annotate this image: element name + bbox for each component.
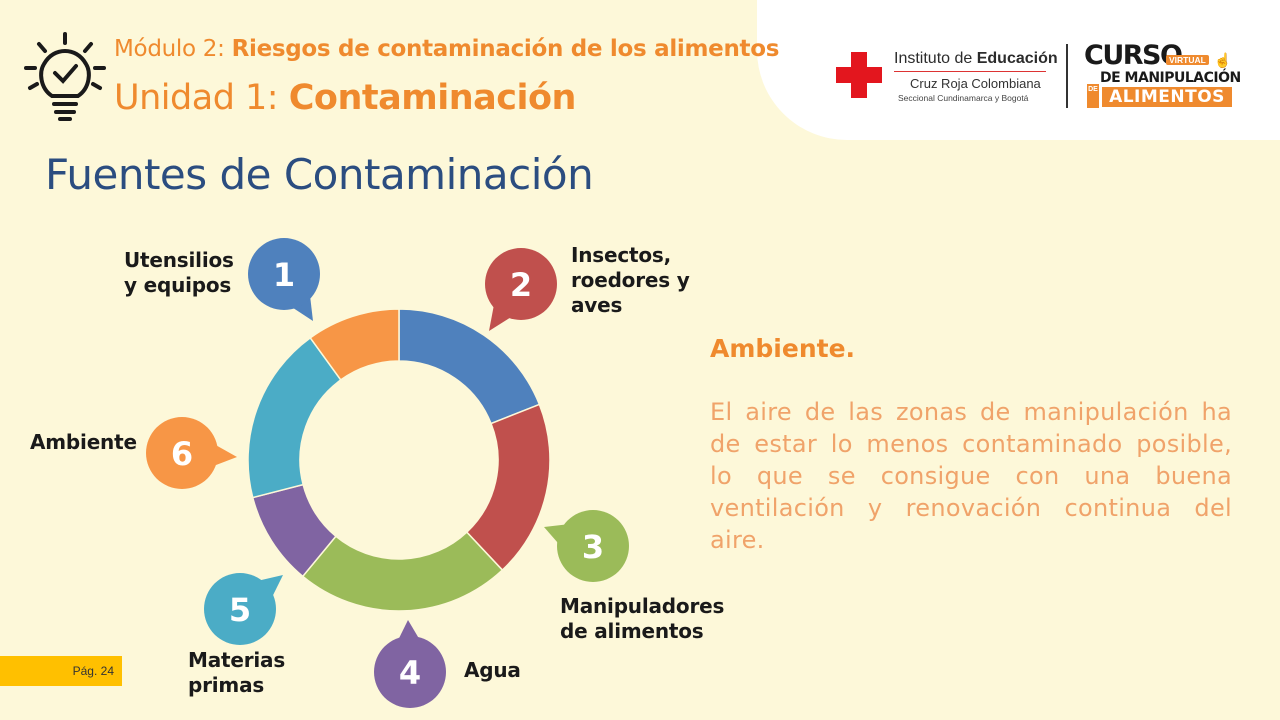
bubble-circle — [485, 248, 557, 320]
bubble-number: 3 — [582, 528, 604, 566]
module-heading: Módulo 2: Riesgos de contaminación de lo… — [114, 36, 780, 62]
number-bubble-1: 1 — [248, 238, 320, 321]
number-bubble-2: 2 — [485, 248, 557, 331]
bubble-pointer — [544, 524, 567, 545]
bubble-pointer — [398, 620, 420, 641]
number-bubble-3: 3 — [544, 510, 629, 582]
number-bubble-4: 4 — [374, 620, 446, 708]
institute-section: Seccional Cundinamarca y Bogotá — [898, 93, 1029, 103]
bubble-number: 4 — [399, 654, 421, 692]
bubble-circle — [374, 636, 446, 708]
source-label-3: Manipuladores de alimentos — [560, 594, 725, 643]
institute-org: Cruz Roja Colombiana — [910, 76, 1041, 91]
hand-pointer-icon: ☝ — [1214, 52, 1232, 68]
bubble-circle — [146, 417, 218, 489]
bubble-number: 1 — [273, 256, 295, 294]
course-logo-de: DE — [1087, 84, 1099, 108]
bubble-pointer — [489, 304, 512, 331]
bubble-number: 2 — [510, 266, 532, 304]
number-bubble-5: 5 — [204, 573, 283, 645]
donut-ring — [247, 308, 551, 612]
source-label-4: Agua — [464, 658, 521, 682]
detail-text: El aire de las zonas de manipulación ha … — [710, 398, 1232, 554]
bubble-pointer — [291, 295, 313, 321]
virtual-tag: VIRTUAL — [1166, 55, 1209, 65]
detail-heading: Ambiente. — [710, 334, 856, 363]
number-bubbles: 1 2 3 4 5 6 — [146, 238, 629, 708]
ring-segment-1 — [398, 308, 541, 425]
ring-segment-6 — [309, 308, 400, 381]
bubble-pointer — [213, 444, 237, 467]
course-logo-alimentos: ALIMENTOS — [1102, 87, 1232, 107]
page-title: Fuentes de Contaminación — [45, 150, 594, 199]
source-label-5: Materias primas — [188, 648, 286, 697]
logo-divider — [1066, 44, 1068, 108]
institute-name: Instituto de Educación — [894, 50, 1058, 67]
bubble-number: 6 — [171, 435, 193, 473]
bubble-pointer — [258, 575, 283, 598]
source-label-2: Insectos, roedores y aves — [571, 243, 690, 317]
number-bubble-6: 6 — [146, 417, 237, 489]
unit-heading: Unidad 1: Contaminación — [114, 78, 576, 118]
course-logo-subtitle: DE MANIPULACIÓN — [1100, 70, 1241, 86]
bubble-circle — [204, 573, 276, 645]
institute-divider — [894, 71, 1046, 72]
source-label-6: Ambiente — [30, 430, 137, 454]
source-label-1: Utensilios y equipos — [124, 248, 234, 297]
bubble-circle — [248, 238, 320, 310]
red-cross-logo — [836, 52, 882, 98]
bubble-number: 5 — [229, 591, 251, 629]
bubble-circle — [557, 510, 629, 582]
page-number-badge: Pág. 24 — [0, 656, 122, 686]
ring-segment-3 — [301, 531, 504, 612]
lightbulb-check-icon — [24, 32, 106, 121]
